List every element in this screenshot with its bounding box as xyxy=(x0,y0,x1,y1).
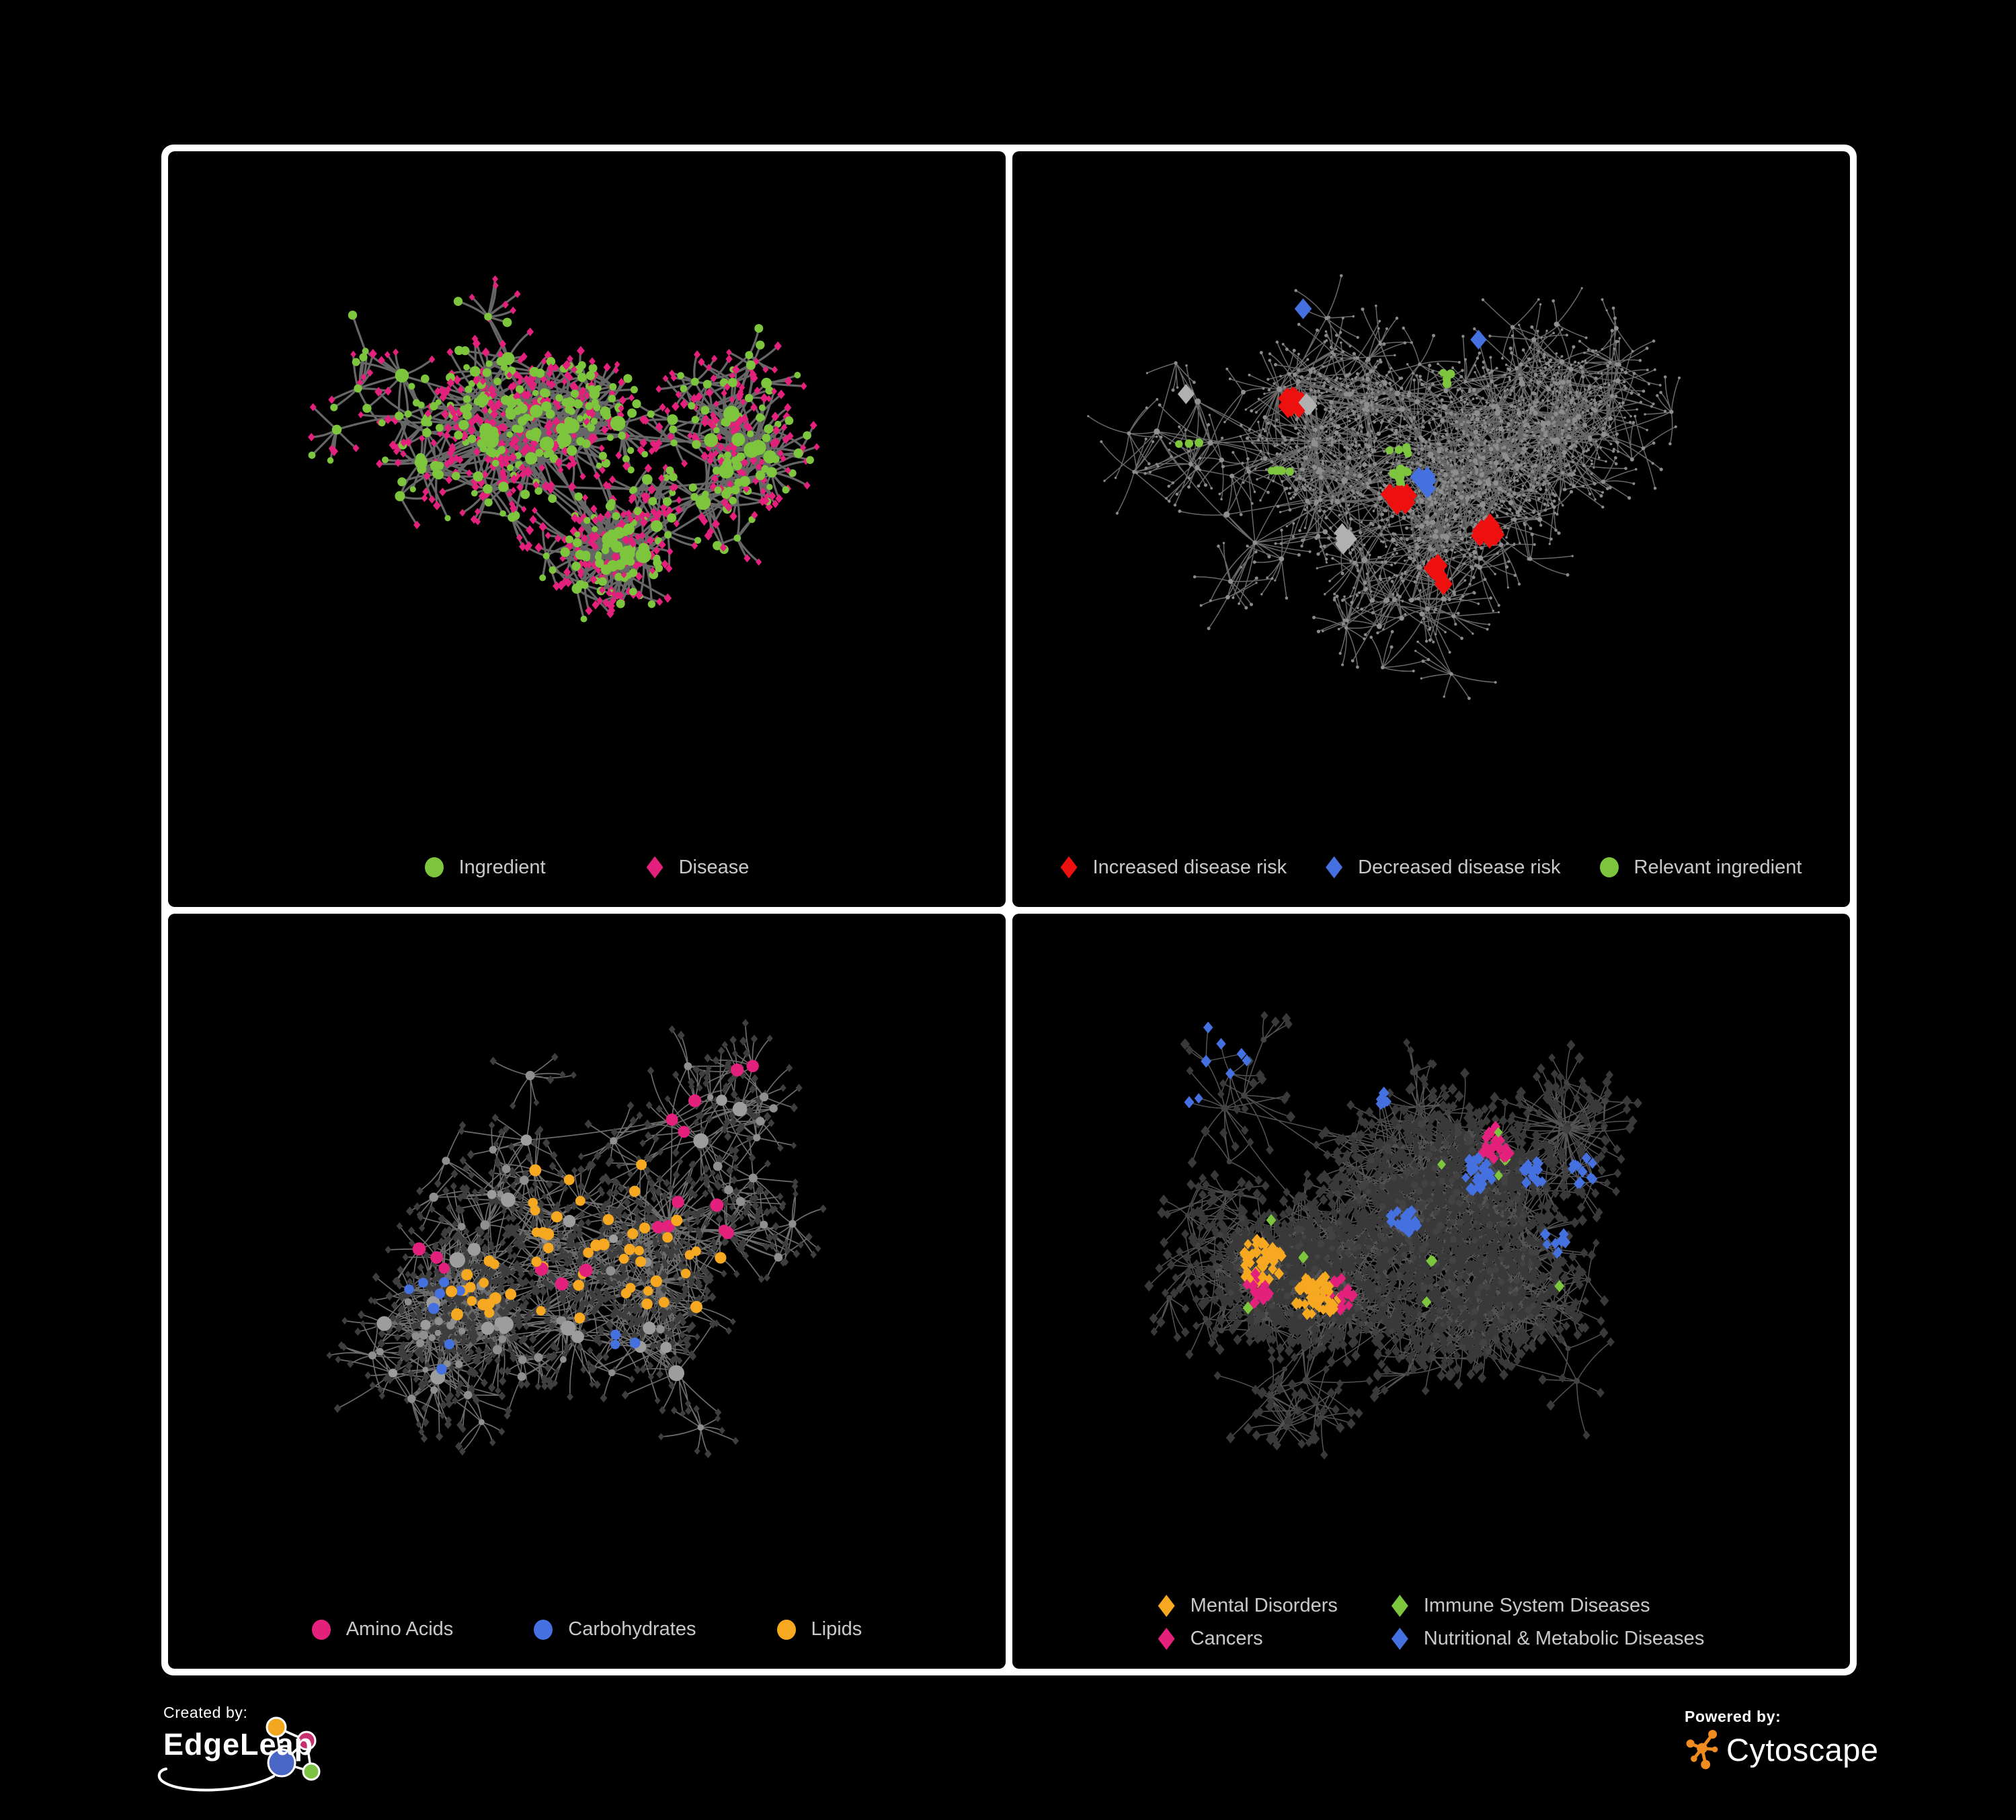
figure-grid: Ingredient Disease Increased disease risk… xyxy=(161,145,1857,1675)
cytoscape-credit: Powered by: Cytoscape xyxy=(1685,1708,1879,1772)
diamond-swatch xyxy=(1158,1628,1175,1650)
edgeleap-credit: Created by: EdgeLeap xyxy=(157,1704,321,1792)
network-ingredient-disease xyxy=(308,275,820,623)
diamond-swatch xyxy=(1391,1595,1408,1617)
created-by-label: Created by: xyxy=(163,1704,248,1721)
diamond-swatch xyxy=(1326,856,1343,879)
circle-swatch xyxy=(776,1619,796,1640)
legend-item: Immune System Diseases xyxy=(1391,1595,1704,1617)
legend-item: Increased disease risk xyxy=(1060,856,1287,879)
panel-nutrient-classes: Amino Acids Carbohydrates Lipids xyxy=(168,913,1006,1669)
panel-ingredient-disease: Ingredient Disease xyxy=(168,151,1006,907)
powered-by-label: Powered by: xyxy=(1685,1708,1781,1725)
legend-label: Relevant ingredient xyxy=(1634,856,1802,878)
panel-disease-risk: Increased disease risk Decreased disease … xyxy=(1012,151,1850,907)
legend-item: Nutritional & Metabolic Diseases xyxy=(1391,1628,1705,1650)
legend-label: Cancers xyxy=(1190,1628,1263,1649)
legend-item: Disease xyxy=(646,856,750,879)
legend-item: Decreased disease risk xyxy=(1326,856,1561,879)
circle-swatch xyxy=(1599,857,1619,877)
legend-label: Increased disease risk xyxy=(1092,856,1287,878)
edgeleap-brand: EdgeLeap xyxy=(163,1727,314,1762)
legend-item: Relevant ingredient xyxy=(1599,856,1802,879)
diamond-swatch xyxy=(1391,1628,1408,1650)
legend-item: Carbohydrates xyxy=(534,1618,696,1640)
legend-label: Nutritional & Metabolic Diseases xyxy=(1423,1628,1705,1649)
circle-swatch xyxy=(311,1619,331,1640)
diamond-swatch xyxy=(646,856,663,879)
diamond-swatch xyxy=(1158,1595,1175,1617)
legend-disease-classes: Mental Disorders Immune System Diseases Ca… xyxy=(1012,1595,1850,1650)
diamond-swatch xyxy=(1060,856,1078,879)
network-nutrient-classes xyxy=(326,1019,827,1458)
legend-label: Mental Disorders xyxy=(1190,1595,1338,1616)
circle-swatch xyxy=(534,1619,553,1640)
cytoscape-logo-icon xyxy=(1686,1729,1718,1770)
cytoscape-brand: Cytoscape xyxy=(1726,1731,1879,1768)
legend-label: Immune System Diseases xyxy=(1423,1595,1650,1616)
legend-item: Lipids xyxy=(776,1618,862,1640)
legend-item: Cancers xyxy=(1158,1628,1338,1650)
legend-ingredient-disease: Ingredient Disease xyxy=(168,856,1006,879)
network-disease-classes xyxy=(1144,1011,1642,1460)
network-disease-risk xyxy=(1087,274,1681,701)
legend-label: Disease xyxy=(678,856,750,878)
legend-disease-risk: Increased disease risk Decreased disease … xyxy=(1012,856,1850,879)
cytoscape-brand-row: Cytoscape xyxy=(1685,1727,1879,1772)
legend-item: Ingredient xyxy=(424,856,546,879)
legend-label: Decreased disease risk xyxy=(1358,856,1561,878)
legend-item: Mental Disorders xyxy=(1158,1595,1338,1617)
legend-label: Carbohydrates xyxy=(568,1618,696,1640)
circle-swatch xyxy=(424,857,444,877)
legend-label: Ingredient xyxy=(458,856,546,878)
edgeleap-logo-icon xyxy=(157,1716,321,1792)
panel-disease-classes: Mental Disorders Immune System Diseases Ca… xyxy=(1012,913,1850,1669)
legend-nutrient-classes: Amino Acids Carbohydrates Lipids xyxy=(168,1618,1006,1640)
legend-label: Lipids xyxy=(811,1618,862,1640)
legend-label: Amino Acids xyxy=(346,1618,454,1640)
legend-item: Amino Acids xyxy=(311,1618,454,1640)
edgeleap-brand-row: EdgeLeap xyxy=(157,1716,321,1792)
